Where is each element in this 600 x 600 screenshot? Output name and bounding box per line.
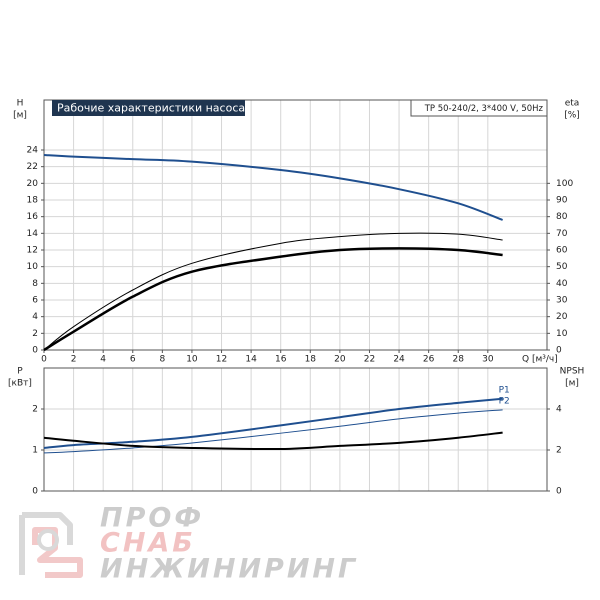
y2-tick-label: 10 [556,329,568,339]
y-tick-label: 16 [27,212,39,222]
y-tick-label: 2 [32,405,38,415]
watermark-text: ПРОФ [100,503,204,534]
y2-tick-label: 2 [556,446,562,456]
y-tick-label: 4 [32,312,38,322]
y2-tick-label: 50 [556,262,568,272]
watermark-text: СНАБ [100,528,196,559]
x-tick-label: 0 [41,355,47,365]
title-box [52,100,245,116]
y2-tick-label: 80 [556,212,568,222]
y-axis-unit: [м] [13,111,27,121]
y-tick-label: 18 [27,196,39,206]
subtitle-box [410,99,548,117]
x-tick-label: 26 [423,355,435,365]
line-series [43,409,503,454]
y-axis-label: P [17,367,23,377]
y-tick-label: 6 [32,296,38,306]
y-axis-unit: [кВт] [8,379,32,389]
y-tick-label: 24 [27,146,39,156]
line-series [43,431,503,451]
y2-tick-label: 100 [556,179,573,189]
y2-axis-label: eta [565,99,580,109]
line-series [43,232,503,351]
y-tick-label: 12 [27,246,38,256]
y2-tick-label: 90 [556,196,568,206]
x-tick-label: 20 [334,355,346,365]
chart-title: Рабочие характеристики насоса [57,102,245,115]
y-tick-label: 20 [27,179,39,189]
x-tick-label: 8 [159,355,165,365]
line-series [43,397,503,449]
x-axis-label: Q [м³/ч] [522,355,558,365]
line-series [43,154,503,221]
y2-axis-unit: [м] [565,379,579,389]
y-tick-label: 10 [27,262,39,272]
y2-tick-label: 0 [556,346,562,356]
chart-subtitle: TP 50-240/2, 3*400 V, 50Hz [424,104,544,114]
y2-tick-label: 0 [556,487,562,497]
watermark-text: ИНЖИНИРИНГ [100,554,358,585]
y-axis-label: H [17,99,24,109]
plot-frame [43,99,548,351]
x-tick-label: 4 [100,355,106,365]
logo-icon [19,512,83,578]
series-label: P2 [499,396,510,406]
y2-tick-label: 70 [556,229,568,239]
line-series [43,247,503,352]
y2-tick-label: 30 [556,296,568,306]
x-tick-label: 10 [186,355,198,365]
x-tick-label: 14 [245,355,257,365]
x-tick-label: 16 [275,355,287,365]
x-tick-label: 6 [130,355,136,365]
x-tick-label: 22 [364,355,375,365]
y-tick-label: 14 [27,229,39,239]
x-tick-label: 28 [453,355,465,365]
y2-tick-label: 60 [556,246,568,256]
y-tick-label: 0 [32,487,38,497]
x-tick-label: 12 [216,355,227,365]
y2-axis-unit: [%] [564,111,580,121]
y2-tick-label: 4 [556,405,562,415]
x-tick-label: 18 [305,355,317,365]
y2-tick-label: 40 [556,279,568,289]
y-tick-label: 0 [32,346,38,356]
y-tick-label: 2 [32,329,38,339]
y2-tick-label: 20 [556,312,568,322]
y-tick-label: 1 [32,446,38,456]
plot-frame [43,367,548,492]
y2-axis-label: NPSH [560,367,585,377]
y-tick-label: 22 [27,162,38,172]
y-tick-label: 8 [32,279,38,289]
series-label: P1 [499,385,510,395]
x-tick-label: 2 [71,355,77,365]
x-tick-label: 30 [482,355,494,365]
x-tick-label: 24 [393,355,405,365]
